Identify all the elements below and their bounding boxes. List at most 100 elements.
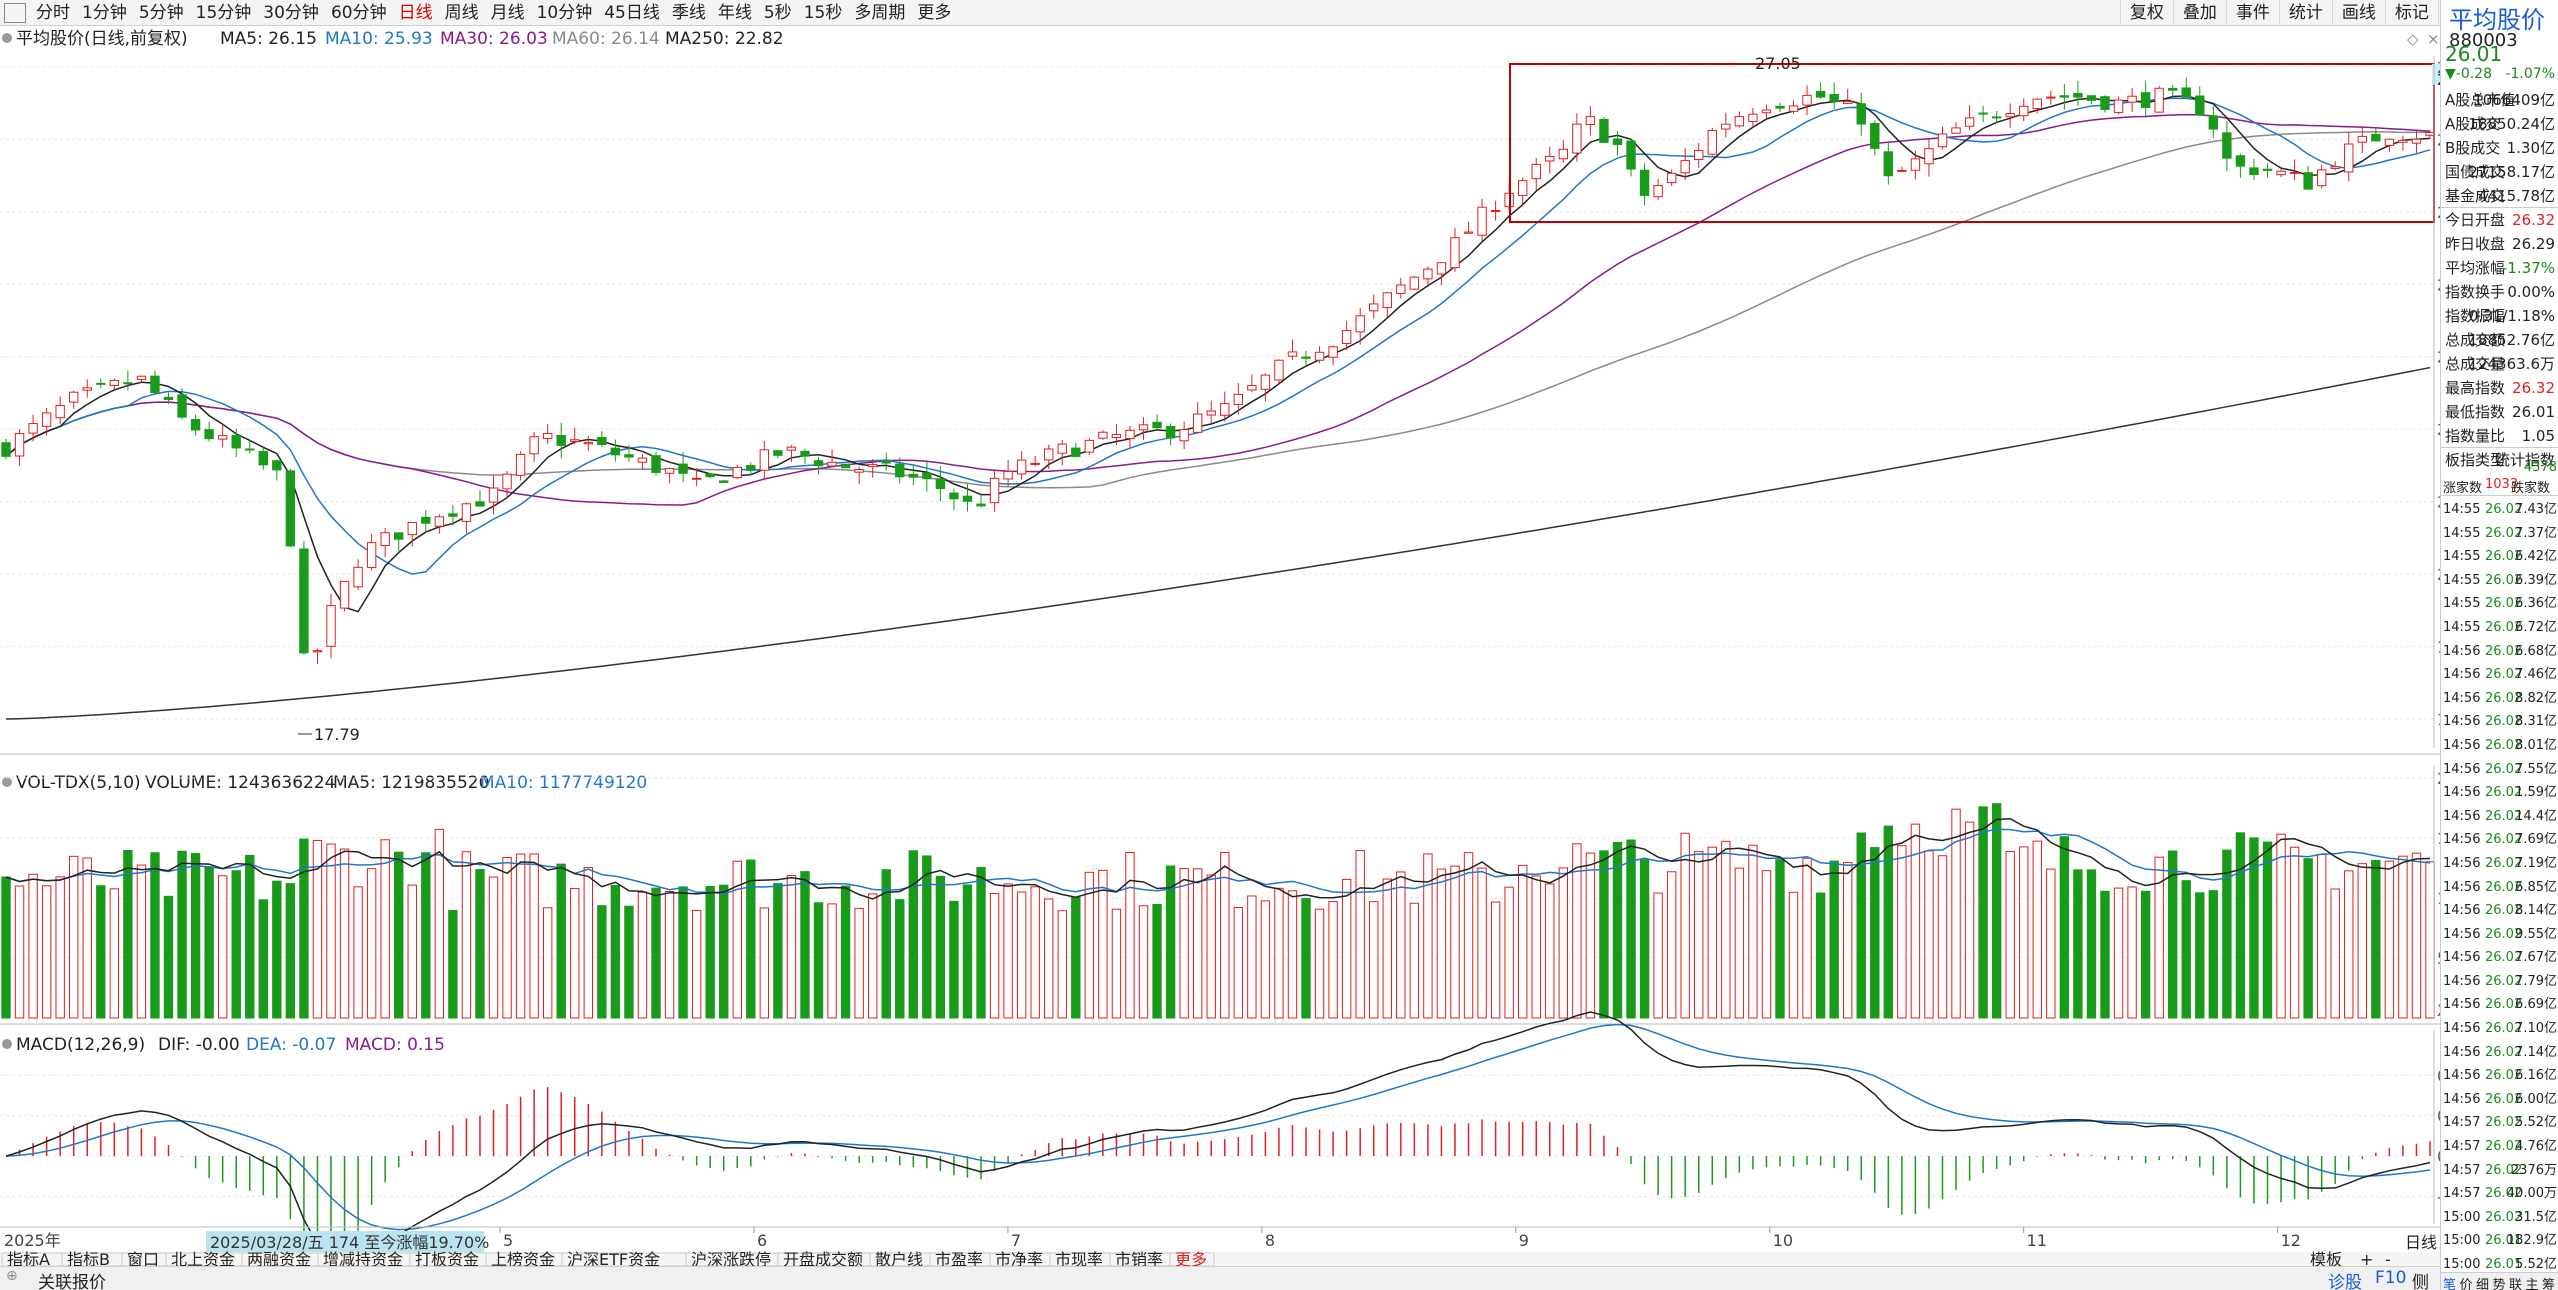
tick-row[interactable]: 14:57 26.02 2376万 xyxy=(2441,1159,2558,1183)
tick-row[interactable]: 14:56 26.02 8.31亿 xyxy=(2441,710,2558,734)
sidebar-toggle[interactable]: 侧边< xyxy=(2412,1273,2429,1290)
expand-icon[interactable]: ⊕ xyxy=(6,1268,18,1284)
period-tab[interactable]: 季线 xyxy=(671,3,706,23)
indicator-tab[interactable]: 北上资金 xyxy=(165,1250,243,1269)
indicator-tab[interactable]: 沪深涨跌停 xyxy=(685,1250,779,1269)
diagnose-button[interactable]: 诊股 xyxy=(2328,1273,2362,1290)
tick-row[interactable]: 14:56 26.02 7.46亿 xyxy=(2441,663,2558,687)
tick-row[interactable]: 15:00 26.01 5.52亿 xyxy=(2441,1253,2558,1277)
tick-row[interactable]: 14:56 26.02 1.59亿 xyxy=(2441,781,2558,805)
indicator-tab[interactable]: 打板资金 xyxy=(409,1250,487,1269)
indicator-tab[interactable]: 市净率 xyxy=(989,1250,1051,1269)
period-tab[interactable]: 年线 xyxy=(717,3,752,23)
tick-time: 14:55 xyxy=(2443,619,2481,635)
collapse-icon[interactable] xyxy=(2,33,12,43)
window-layout-icon[interactable] xyxy=(4,3,26,23)
quote-bottom-tab[interactable]: 筹 xyxy=(2542,1278,2556,1290)
tick-row[interactable]: 14:56 26.02 7.67亿 xyxy=(2441,946,2558,970)
quote-bottom-tab[interactable]: 价 xyxy=(2459,1278,2473,1290)
related-quote[interactable]: 关联报价 xyxy=(38,1273,106,1290)
dif-value: DIF: -0.00 xyxy=(158,1035,240,1055)
quote-row: 总成交量 124363.6万 xyxy=(2441,352,2558,376)
f10-button[interactable]: F10 xyxy=(2375,1268,2407,1288)
quote-bottom-tab[interactable]: 势 xyxy=(2492,1278,2506,1290)
chart-area[interactable]: 平均股价(日线,前复权) MA5: 26.15 MA10: 25.93 MA30… xyxy=(0,26,2488,1279)
tick-row[interactable]: 14:55 26.02 6.42亿 xyxy=(2441,545,2558,569)
tick-row[interactable]: 14:56 26.02 6.69亿 xyxy=(2441,993,2558,1017)
quote-bottom-tab[interactable]: 细 xyxy=(2476,1278,2490,1290)
kline-chart[interactable]: 平均股价(日线,前复权) MA5: 26.15 MA10: 25.93 MA30… xyxy=(0,26,2488,1279)
toolbar-button[interactable]: 叠加 xyxy=(2172,0,2226,26)
period-tab[interactable]: 5分钟 xyxy=(138,3,184,23)
tick-row[interactable]: 14:56 26.02 8.14亿 xyxy=(2441,899,2558,923)
tick-row[interactable]: 14:56 26.02 6.16亿 xyxy=(2441,1064,2558,1088)
period-tab[interactable]: 月线 xyxy=(490,3,525,23)
candle-body xyxy=(217,435,228,440)
tick-row[interactable]: 14:57 26.02 4.76亿 xyxy=(2441,1135,2558,1159)
tick-row[interactable]: 15:00 26.01 182.9亿 xyxy=(2441,1229,2558,1253)
toolbar-button[interactable]: 画线 xyxy=(2331,0,2385,26)
period-tab[interactable]: 多周期 xyxy=(854,3,906,23)
toolbar-button[interactable]: 复权 xyxy=(2119,0,2173,26)
period-tab[interactable]: 60分钟 xyxy=(330,3,387,23)
tick-row[interactable]: 14:56 26.02 14.4亿 xyxy=(2441,805,2558,829)
tick-row[interactable]: 14:55 26.02 7.43亿 xyxy=(2441,498,2558,522)
indicator-tab[interactable]: 市现率 xyxy=(1049,1250,1111,1269)
candle-body xyxy=(800,450,810,457)
period-tab[interactable]: 5秒 xyxy=(763,3,792,23)
indicator-tab[interactable]: 市销率 xyxy=(1109,1250,1171,1269)
quote-row: 指数换手 0.00% xyxy=(2441,280,2558,304)
tick-row[interactable]: 14:56 26.02 7.69亿 xyxy=(2441,828,2558,852)
indicator-tab[interactable]: 散户线 xyxy=(869,1250,931,1269)
period-tab[interactable]: 日线 xyxy=(398,3,433,23)
tick-row[interactable]: 14:57 26.02 5.52亿 xyxy=(2441,1111,2558,1135)
quote-bottom-tab[interactable]: 联 xyxy=(2509,1278,2523,1290)
tick-row[interactable]: 14:56 26.02 7.19亿 xyxy=(2441,852,2558,876)
toolbar-button[interactable]: 统计 xyxy=(2278,0,2332,26)
volume-bar xyxy=(773,883,783,1019)
indicator-tab[interactable]: 两融资金 xyxy=(241,1250,319,1269)
diamond-icon[interactable]: ◇ xyxy=(2407,30,2419,48)
tick-row[interactable]: 14:55 26.02 6.39亿 xyxy=(2441,569,2558,593)
candle-body xyxy=(746,465,756,470)
period-tab[interactable]: 45日线 xyxy=(604,3,660,23)
selection-box[interactable] xyxy=(1509,63,2435,223)
collapse-icon[interactable] xyxy=(2,777,12,787)
period-tab[interactable]: 1分钟 xyxy=(82,3,127,23)
period-tab[interactable]: 30分钟 xyxy=(263,3,319,23)
tick-row[interactable]: 14:56 26.02 8.01亿 xyxy=(2441,734,2558,758)
volume-bar xyxy=(1734,867,1745,1019)
collapse-icon[interactable] xyxy=(2,1039,12,1049)
indicator-tab[interactable]: 市盈率 xyxy=(929,1250,991,1269)
quote-value: 0.00% xyxy=(2507,283,2555,301)
tick-row[interactable]: 14:56 26.02 6.00亿 xyxy=(2441,1088,2558,1112)
tick-row[interactable]: 14:56 26.02 9.55亿 xyxy=(2441,923,2558,947)
toolbar-button[interactable]: 标记 xyxy=(2384,0,2438,26)
month-label: 11 xyxy=(2027,1231,2047,1250)
toolbar-button[interactable]: 事件 xyxy=(2225,0,2279,26)
tick-row[interactable]: 14:56 26.02 6.68亿 xyxy=(2441,640,2558,664)
indicator-tab[interactable]: 增减持资金 xyxy=(317,1250,411,1269)
tick-row[interactable]: 14:55 26.02 6.36亿 xyxy=(2441,592,2558,616)
quote-bottom-tab[interactable]: 主 xyxy=(2525,1278,2539,1290)
period-tab[interactable]: 更多 xyxy=(917,3,952,23)
tick-row[interactable]: 14:57 26.02 40.00万 xyxy=(2441,1182,2558,1206)
tick-row[interactable]: 15:00 26.02 31.5亿 xyxy=(2441,1206,2558,1230)
tick-row[interactable]: 14:56 26.02 7.55亿 xyxy=(2441,758,2558,782)
indicator-tab[interactable]: 上榜资金 xyxy=(485,1250,563,1269)
indicator-tab[interactable]: 开盘成交额 xyxy=(777,1250,871,1269)
tick-row[interactable]: 14:56 26.02 6.85亿 xyxy=(2441,876,2558,900)
tick-row[interactable]: 14:56 26.02 7.79亿 xyxy=(2441,970,2558,994)
tick-row[interactable]: 14:55 26.02 6.72亿 xyxy=(2441,616,2558,640)
tick-row[interactable]: 14:56 26.02 8.82亿 xyxy=(2441,687,2558,711)
tick-row[interactable]: 14:55 26.02 7.37亿 xyxy=(2441,522,2558,546)
period-tab[interactable]: 15秒 xyxy=(803,3,843,23)
close-icon[interactable]: × xyxy=(2427,30,2440,48)
period-tab[interactable]: 分时 xyxy=(36,3,70,23)
quote-bottom-tab[interactable]: 笔 xyxy=(2443,1278,2457,1290)
period-tab[interactable]: 10分钟 xyxy=(536,3,593,23)
period-tab[interactable]: 周线 xyxy=(444,3,479,23)
tick-row[interactable]: 14:56 26.02 7.10亿 xyxy=(2441,1017,2558,1041)
period-tab[interactable]: 15分钟 xyxy=(195,3,252,23)
tick-row[interactable]: 14:56 26.02 7.14亿 xyxy=(2441,1041,2558,1065)
